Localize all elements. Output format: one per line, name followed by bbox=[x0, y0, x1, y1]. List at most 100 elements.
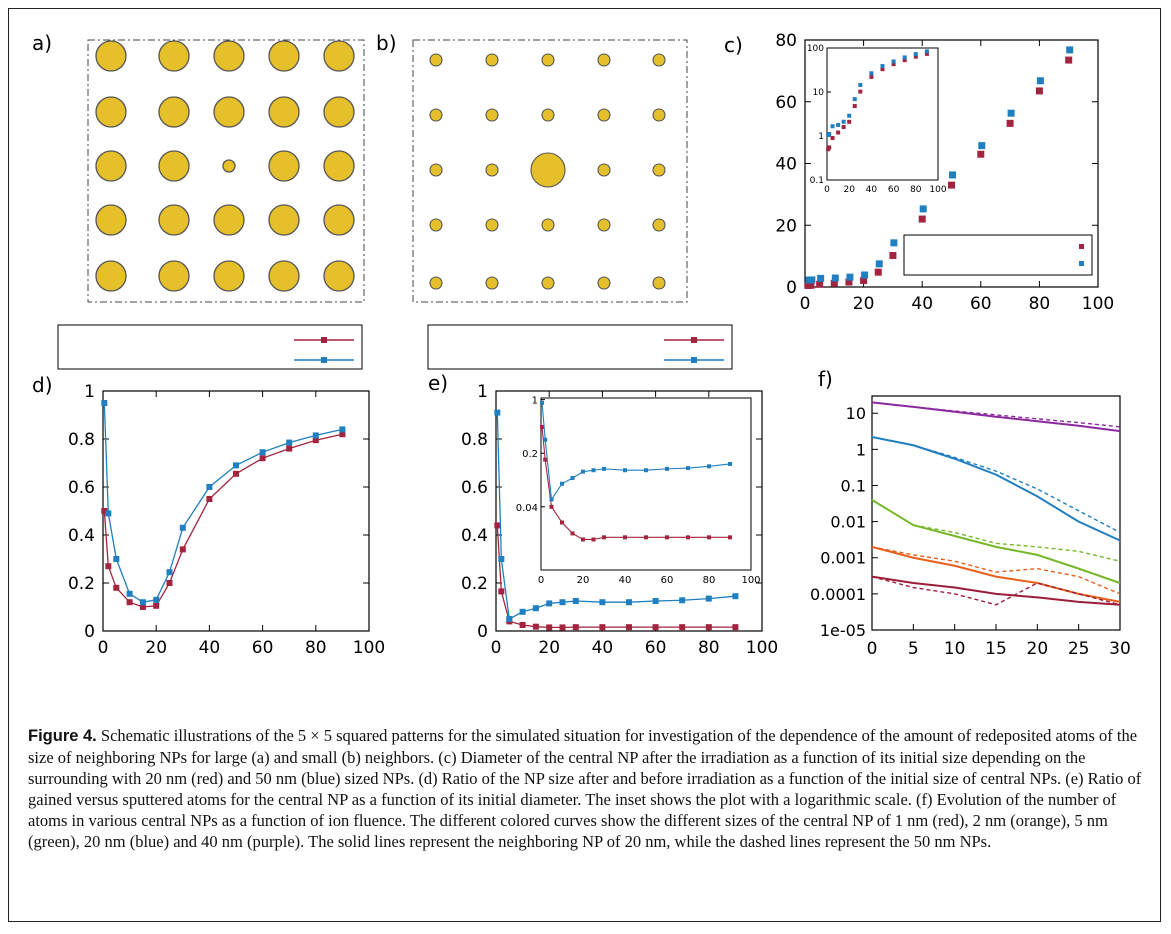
inset-data-point bbox=[728, 535, 732, 539]
inset-data-point bbox=[686, 535, 690, 539]
chart-e: 0 20 40 60 80 100 0 0.2 0.4 0.6 0.8 1 0 20 40 60 80 100 1 0… bbox=[428, 325, 778, 658]
inset-data-point bbox=[543, 458, 547, 462]
data-point bbox=[494, 410, 500, 416]
particle bbox=[214, 205, 244, 235]
y-tick-label: 0.2 bbox=[461, 574, 488, 594]
data-point bbox=[206, 484, 212, 490]
particle bbox=[214, 97, 244, 127]
inset-x-tick-label: 80 bbox=[910, 185, 922, 195]
data-point bbox=[260, 449, 266, 455]
particle bbox=[486, 277, 498, 289]
data-point bbox=[875, 269, 882, 276]
data-point bbox=[153, 597, 159, 603]
particle bbox=[531, 153, 565, 187]
y-tick-label: 0.0001 bbox=[810, 585, 866, 604]
inset-data-point bbox=[858, 90, 862, 94]
data-point bbox=[286, 446, 292, 452]
figure-graphic: a) b) c) d) e) f) 0 20 40 60 80 1000204060800… bbox=[0, 0, 1171, 720]
data-point bbox=[573, 624, 579, 630]
data-point bbox=[167, 569, 173, 575]
panel-label-a: a) bbox=[32, 31, 52, 55]
inset-y-tick-label: 0.2 bbox=[522, 449, 538, 460]
inset-x-tick-label: 100 bbox=[741, 575, 760, 586]
data-point bbox=[977, 151, 984, 158]
x-tick-label: 100 bbox=[353, 638, 385, 658]
data-point bbox=[105, 563, 111, 569]
inset-data-point bbox=[581, 470, 585, 474]
inset-data-point bbox=[560, 482, 564, 486]
inset-data-point bbox=[592, 537, 596, 541]
data-point bbox=[113, 556, 119, 562]
particle bbox=[486, 54, 498, 66]
particle bbox=[214, 41, 244, 71]
particle bbox=[430, 109, 442, 121]
particle bbox=[542, 54, 554, 66]
data-point bbox=[846, 274, 853, 281]
x-tick-label: 40 bbox=[199, 638, 221, 658]
x-tick-label: 25 bbox=[1068, 639, 1090, 659]
particle bbox=[430, 164, 442, 176]
inset-data-point bbox=[869, 71, 873, 75]
inset-data-point bbox=[581, 537, 585, 541]
inset-x-tick-label: 40 bbox=[866, 185, 878, 195]
particle bbox=[96, 205, 126, 235]
particle bbox=[598, 219, 610, 231]
legend-box bbox=[428, 325, 732, 369]
particle bbox=[269, 97, 299, 127]
data-point bbox=[817, 275, 824, 282]
data-point bbox=[533, 605, 539, 611]
particle bbox=[324, 205, 354, 235]
x-tick-label: 60 bbox=[970, 294, 992, 314]
inset-data-point bbox=[831, 136, 835, 140]
data-point bbox=[546, 624, 552, 630]
data-point bbox=[180, 525, 186, 531]
inset-data-point bbox=[881, 64, 885, 68]
data-point bbox=[653, 624, 659, 630]
series-line bbox=[104, 434, 342, 607]
particle bbox=[96, 41, 126, 71]
data-point bbox=[113, 585, 119, 591]
caption-text: Schematic illustrations of the 5 × 5 squ… bbox=[28, 726, 1141, 851]
inset-data-point bbox=[925, 49, 929, 53]
inset-y-tick-label: 0.04 bbox=[516, 503, 538, 514]
data-point bbox=[127, 591, 133, 597]
y-tick-label: 80 bbox=[775, 31, 797, 51]
y-tick-label: 0 bbox=[477, 622, 488, 642]
chart-d: 0 20 40 60 80 10000.20.40.60.81 bbox=[58, 325, 385, 658]
particle bbox=[653, 277, 665, 289]
y-tick-label: 1 bbox=[856, 440, 866, 459]
y-tick-label: 0.4 bbox=[461, 526, 488, 546]
caption-label: Figure 4. bbox=[28, 727, 97, 745]
x-tick-label: 5 bbox=[908, 639, 919, 659]
data-point bbox=[1007, 120, 1014, 127]
data-point bbox=[533, 624, 539, 630]
legend-box bbox=[58, 325, 362, 369]
data-point bbox=[498, 556, 504, 562]
x-tick-label: 40 bbox=[911, 294, 933, 314]
series-line-solid bbox=[872, 437, 1120, 541]
data-point bbox=[560, 624, 566, 630]
x-tick-label: 15 bbox=[985, 639, 1007, 659]
x-tick-label: 0 bbox=[491, 638, 502, 658]
y-tick-label: 0.001 bbox=[820, 549, 866, 568]
inset-data-point bbox=[836, 123, 840, 127]
x-tick-label: 80 bbox=[305, 638, 327, 658]
particle bbox=[159, 261, 189, 291]
data-point bbox=[948, 182, 955, 189]
y-tick-label: 0 bbox=[84, 622, 95, 642]
inset-data-point bbox=[914, 52, 918, 56]
y-tick-label: 10 bbox=[846, 404, 866, 423]
data-point bbox=[560, 599, 566, 605]
particle bbox=[269, 151, 299, 181]
particle bbox=[430, 219, 442, 231]
inset-data-point bbox=[540, 401, 544, 405]
data-point bbox=[626, 599, 632, 605]
inset-x-tick-label: 0 bbox=[824, 185, 830, 195]
y-tick-label: 0.1 bbox=[841, 476, 866, 495]
y-tick-label: 1e-05 bbox=[820, 621, 866, 640]
data-point bbox=[919, 216, 926, 223]
particle bbox=[269, 205, 299, 235]
inset-data-point bbox=[592, 468, 596, 472]
data-point bbox=[599, 599, 605, 605]
schematic-a bbox=[96, 41, 354, 291]
